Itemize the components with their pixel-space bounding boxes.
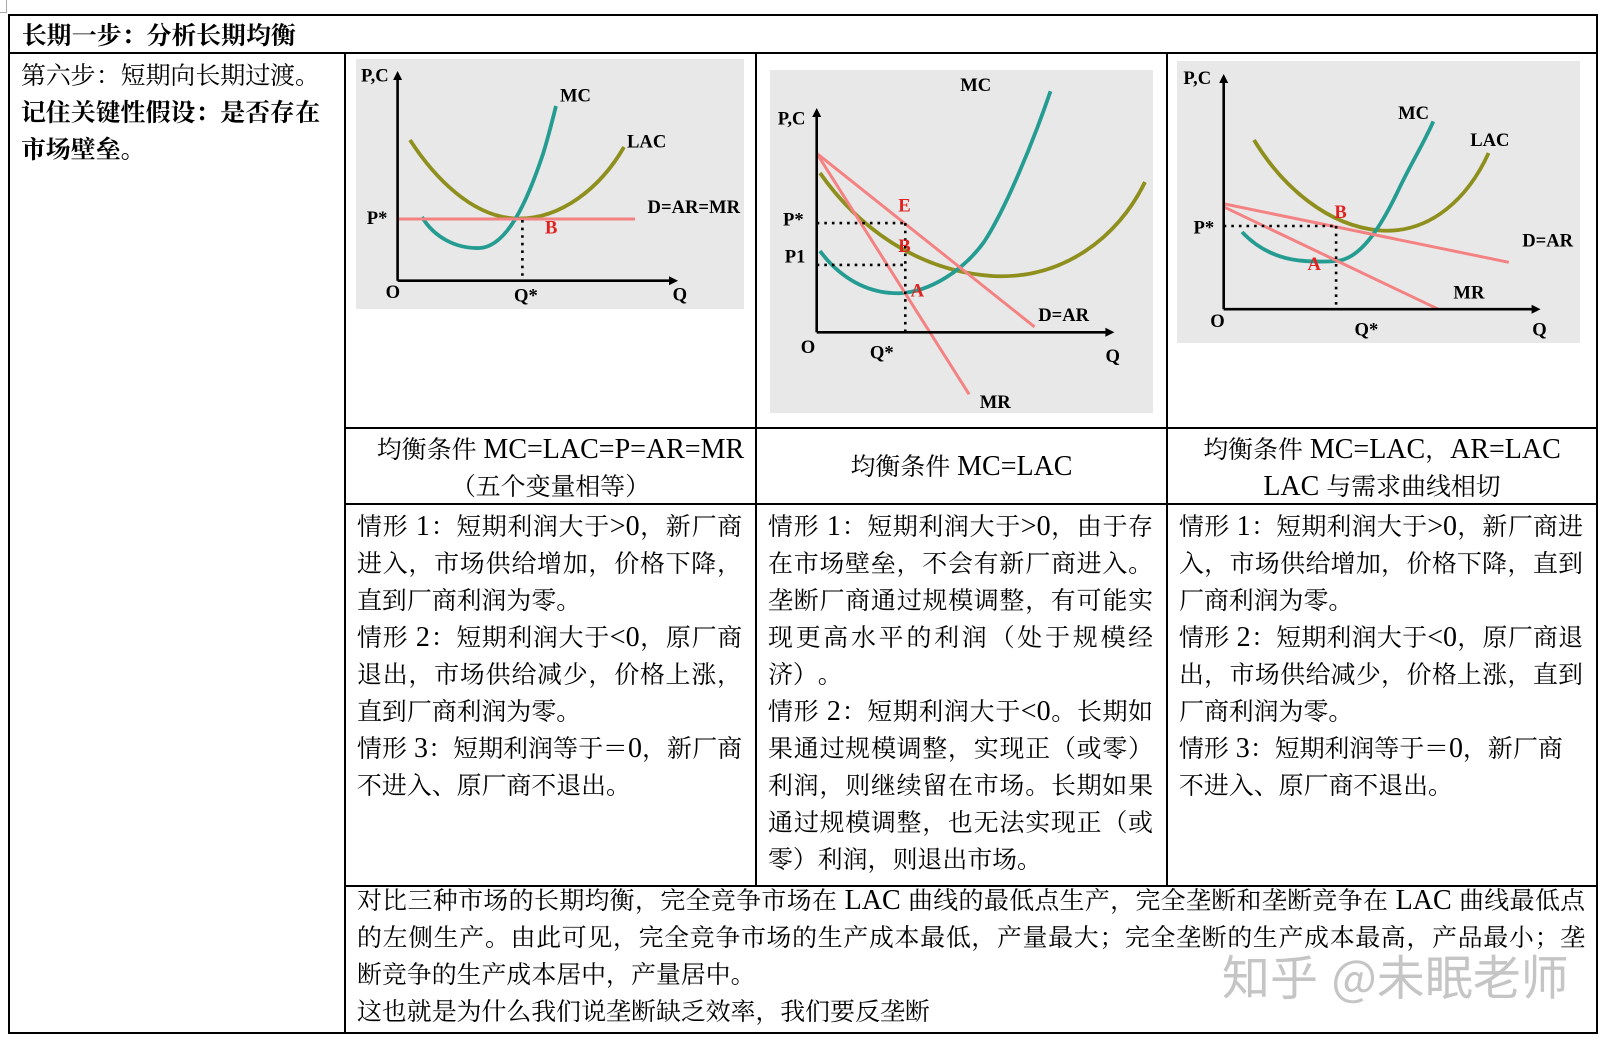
svg-text:Q: Q: [673, 285, 687, 306]
svg-text:MR: MR: [980, 392, 1012, 413]
svg-text:B: B: [898, 236, 910, 257]
svg-text:B: B: [1334, 202, 1346, 223]
svg-text:P1: P1: [785, 247, 806, 268]
svg-text:P,C: P,C: [1183, 68, 1211, 89]
svg-text:LAC: LAC: [1470, 130, 1509, 151]
svg-text:D=AR: D=AR: [1522, 231, 1573, 252]
svg-text:P*: P*: [1194, 217, 1215, 238]
svg-text:P,C: P,C: [361, 66, 389, 87]
svg-text:A: A: [911, 280, 925, 301]
svg-text:Q: Q: [1532, 320, 1546, 341]
svg-text:P*: P*: [783, 209, 804, 230]
svg-text:B: B: [545, 218, 557, 239]
svg-text:E: E: [898, 195, 910, 216]
svg-text:P*: P*: [367, 208, 388, 229]
svg-text:D=AR=MR: D=AR=MR: [648, 197, 741, 218]
svg-text:LAC: LAC: [627, 132, 666, 153]
svg-text:O: O: [1210, 311, 1224, 332]
svg-text:Q: Q: [1106, 346, 1120, 367]
svg-text:D=AR: D=AR: [1038, 305, 1089, 326]
svg-text:P,C: P,C: [778, 109, 806, 130]
svg-text:MR: MR: [1453, 283, 1485, 304]
svg-text:Q*: Q*: [514, 286, 538, 307]
svg-text:MC: MC: [560, 86, 591, 107]
svg-text:O: O: [386, 282, 400, 303]
svg-text:MC: MC: [1398, 103, 1429, 124]
svg-text:A: A: [1308, 254, 1322, 275]
svg-text:O: O: [801, 337, 815, 358]
svg-text:Q*: Q*: [870, 342, 894, 363]
svg-text:Q*: Q*: [1355, 320, 1379, 341]
svg-text:MC: MC: [960, 75, 991, 96]
